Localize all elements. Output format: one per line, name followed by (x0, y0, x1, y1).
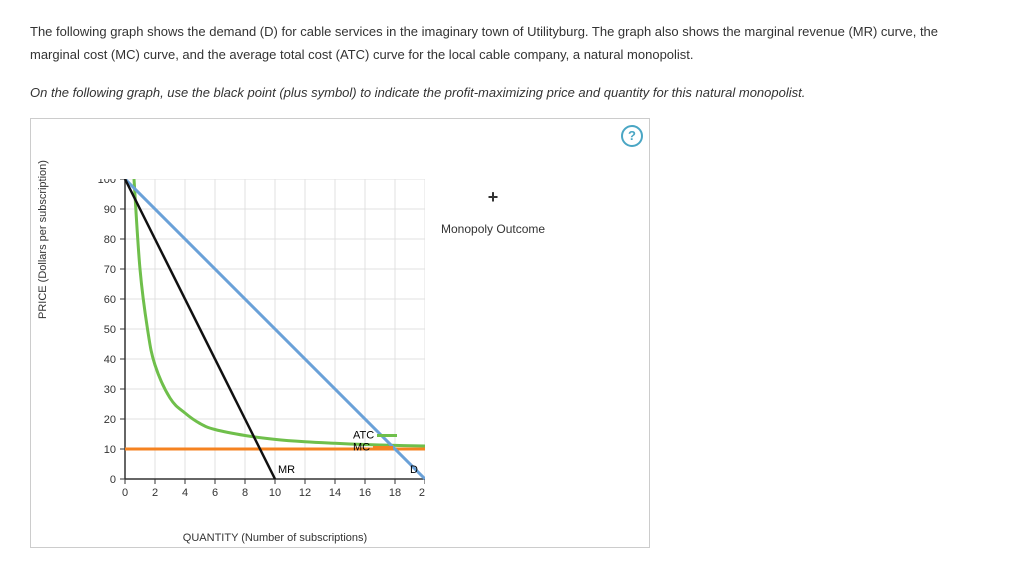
plot-area[interactable]: 0 2 4 6 8 10 12 14 16 18 20 0 10 20 30 40 50 60 70 80 90 100 A… (85, 179, 425, 544)
x-tick-label: 20 (419, 487, 425, 499)
x-tick-label: 18 (389, 487, 401, 499)
chart-svg[interactable]: 0 2 4 6 8 10 12 14 16 18 20 0 10 20 30 40 50 60 70 80 90 100 A… (85, 179, 425, 529)
y-tick-label: 10 (104, 444, 116, 456)
x-tick-label: 14 (329, 487, 341, 499)
legend[interactable]: + Monopoly Outcome (441, 187, 545, 236)
y-axis-label: PRICE (Dollars per subscription) (37, 160, 49, 319)
intro-text: The following graph shows the demand (D)… (30, 20, 990, 67)
label-mc: MC (353, 441, 370, 453)
help-button[interactable]: ? (621, 125, 643, 147)
legend-label: Monopoly Outcome (441, 222, 545, 236)
y-tick-label: 50 (104, 324, 116, 336)
label-mr: MR (278, 464, 295, 476)
y-tick-label: 70 (104, 264, 116, 276)
label-d: D (410, 464, 418, 476)
x-tick-label: 4 (182, 487, 188, 499)
y-tick-label: 40 (104, 354, 116, 366)
x-tick-label: 8 (242, 487, 248, 499)
y-tick-label: 90 (104, 204, 116, 216)
y-tick-label: 60 (104, 294, 116, 306)
y-tick-label: 30 (104, 384, 116, 396)
instruction-text: On the following graph, use the black po… (30, 85, 994, 100)
x-tick-label: 0 (122, 487, 128, 499)
x-tick-label: 2 (152, 487, 158, 499)
curve-atc (134, 179, 425, 446)
y-tick-label: 0 (110, 474, 116, 486)
y-tick-label: 80 (104, 234, 116, 246)
y-tick-label: 20 (104, 414, 116, 426)
label-atc: ATC (353, 429, 374, 441)
x-tick-label: 16 (359, 487, 371, 499)
x-tick-label: 6 (212, 487, 218, 499)
x-axis-label: QUANTITY (Number of subscriptions) (125, 532, 425, 544)
x-tick-label: 12 (299, 487, 311, 499)
graph-card: ? PRICE (Dollars per subscription) 0 2 4 6 8… (30, 118, 650, 548)
y-tick-label: 100 (98, 179, 116, 186)
x-tick-label: 10 (269, 487, 281, 499)
plus-icon[interactable]: + (441, 187, 545, 208)
